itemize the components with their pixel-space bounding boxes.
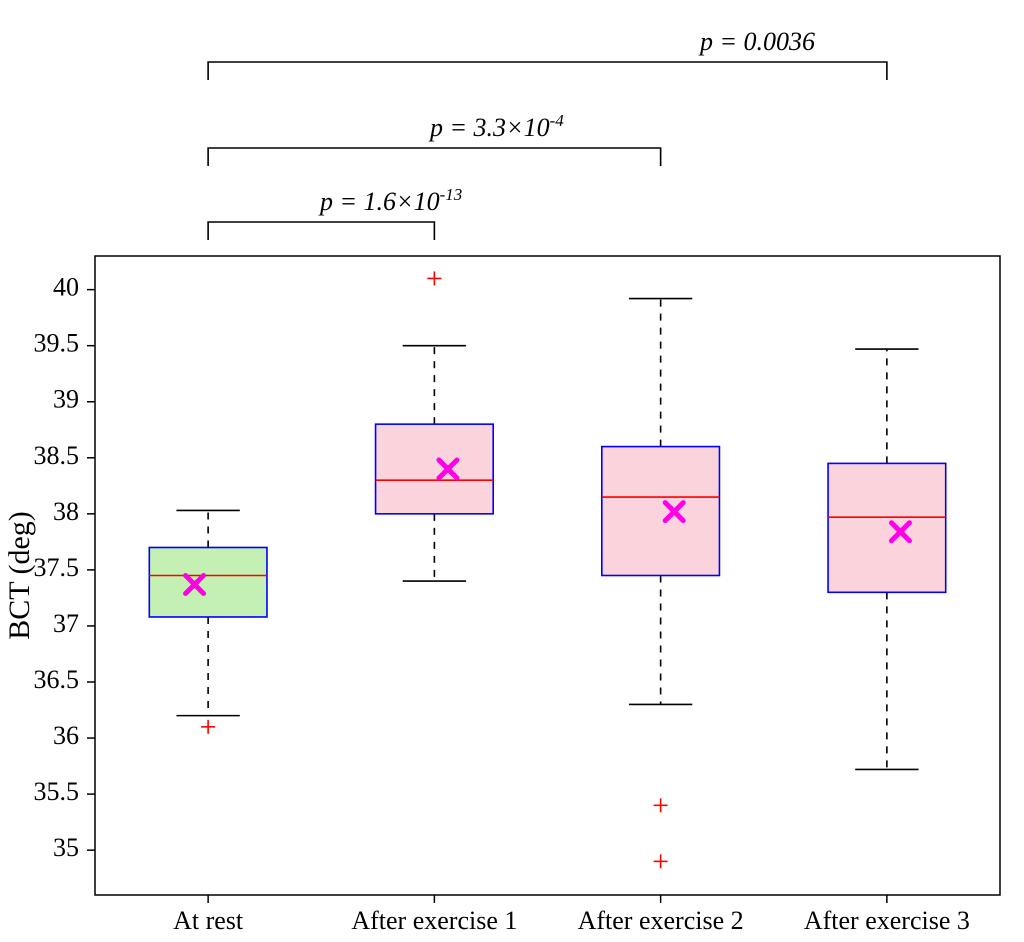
svg-text:37.5: 37.5: [34, 553, 80, 582]
svg-text:After exercise 1: After exercise 1: [351, 906, 517, 935]
svg-text:p = 3.3×10-4: p = 3.3×10-4: [428, 111, 564, 142]
svg-text:p = 0.0036: p = 0.0036: [698, 27, 815, 56]
svg-text:39.5: 39.5: [34, 329, 80, 358]
boxplot-chart: 35 35.5 36 36.5 37 37.5 38 38.5 39 39.5 40 BCT (deg…: [0, 0, 1024, 942]
svg-text:35: 35: [53, 833, 79, 862]
svg-text:38: 38: [53, 497, 79, 526]
svg-text:40: 40: [53, 273, 79, 302]
svg-text:39: 39: [53, 385, 79, 414]
svg-text:36.5: 36.5: [34, 665, 80, 694]
svg-text:38.5: 38.5: [34, 441, 80, 470]
svg-text:36: 36: [53, 721, 79, 750]
svg-text:35.5: 35.5: [34, 777, 80, 806]
svg-text:After exercise 2: After exercise 2: [578, 906, 744, 935]
svg-text:BCT (deg): BCT (deg): [3, 511, 36, 640]
svg-text:37: 37: [53, 609, 79, 638]
svg-text:At rest: At rest: [173, 906, 244, 935]
svg-text:After exercise 3: After exercise 3: [804, 906, 970, 935]
